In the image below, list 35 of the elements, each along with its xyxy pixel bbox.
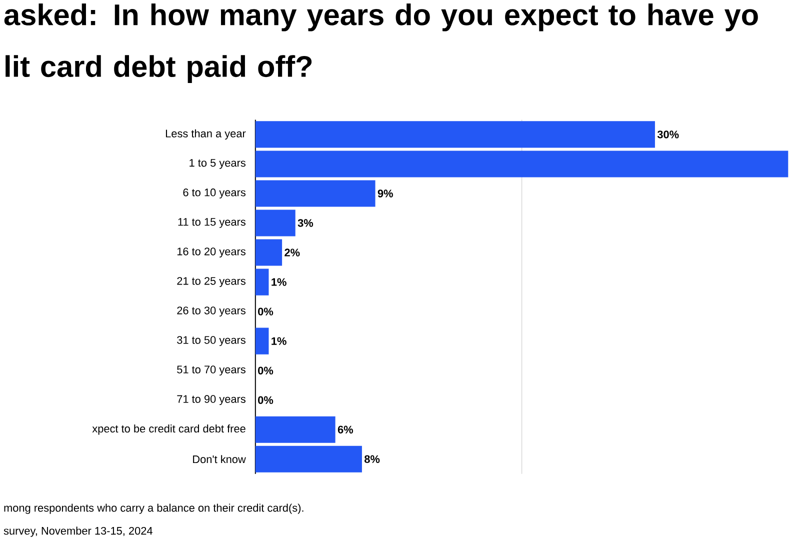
bar (255, 328, 269, 354)
data-label: 0% (258, 366, 274, 375)
y-tick-label: Less than a year (166, 130, 246, 140)
data-label: 9% (378, 190, 393, 198)
y-tick-label: Don't know (193, 455, 246, 464)
y-tick-label: 21 to 25 years (177, 277, 246, 288)
data-label: 2% (284, 248, 300, 257)
data-label: 1% (272, 278, 286, 286)
bar (255, 150, 788, 178)
data-label: 0% (258, 308, 274, 316)
data-label: 8% (364, 455, 380, 464)
data-label: 30% (657, 130, 679, 138)
data-label: 0% (258, 396, 274, 404)
y-tick-label: 31 to 50 years (177, 336, 246, 346)
bar (255, 239, 282, 266)
y-tick-label: 71 to 90 years (177, 395, 246, 406)
y-tick-label: 6 to 10 years (183, 188, 246, 199)
data-label: 6% (338, 426, 354, 434)
chart-title: asked: In how many years do you expect to have yo lit card debt paid off? (4, 4, 758, 84)
bar (255, 180, 376, 207)
data-label: 1% (272, 337, 286, 346)
bar (255, 446, 362, 473)
text: mong respondents who carry a balance on their credit card(s). (4, 504, 304, 514)
bar (255, 416, 336, 444)
data-label: 3% (298, 219, 314, 228)
bar (255, 268, 269, 296)
y-tick-label: 16 to 20 years (177, 248, 246, 258)
y-tick-label: xpect to be credit card debt free (92, 424, 246, 435)
bar (255, 121, 655, 148)
y-tick-label: 11 to 15 years (178, 218, 246, 228)
text: survey, November 13-15, 2024 (4, 526, 152, 537)
y-tick-label: 26 to 30 years (177, 306, 246, 317)
y-tick-label: 1 to 5 years (190, 159, 246, 170)
bar (255, 210, 296, 236)
y-tick-label: 51 to 70 years (177, 366, 246, 376)
